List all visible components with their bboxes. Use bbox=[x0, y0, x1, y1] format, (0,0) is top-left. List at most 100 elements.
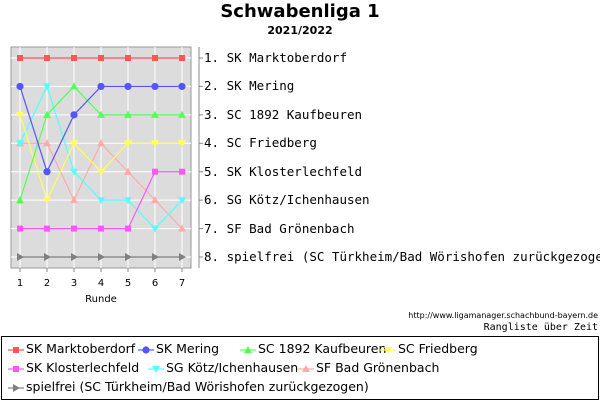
data-point bbox=[70, 140, 78, 148]
data-point bbox=[16, 196, 24, 204]
x-axis-label: Runde bbox=[85, 294, 117, 305]
legend-symbol-icon bbox=[8, 365, 24, 372]
data-point bbox=[70, 196, 78, 204]
data-point bbox=[179, 168, 185, 175]
data-point bbox=[70, 82, 78, 90]
data-point bbox=[151, 82, 159, 91]
legend-marker bbox=[13, 346, 19, 353]
data-point bbox=[178, 140, 186, 148]
data-point bbox=[151, 110, 159, 118]
ranking-label: 8. spielfrei (SC Türkheim/Bad Wörishofen… bbox=[204, 249, 600, 264]
legend-symbol-icon bbox=[148, 365, 164, 373]
data-point bbox=[124, 140, 132, 148]
data-point bbox=[98, 225, 104, 232]
legend-label: SC 1892 Kaufbeuren bbox=[258, 341, 387, 356]
legend-item: SK Mering bbox=[138, 342, 219, 356]
chart-caption: Rangliste über Zeit bbox=[483, 322, 598, 333]
data-point bbox=[98, 253, 105, 261]
data-point bbox=[97, 197, 105, 205]
data-point bbox=[178, 224, 186, 232]
data-point bbox=[17, 225, 23, 232]
legend-marker bbox=[13, 383, 20, 392]
x-tick-label: 1 bbox=[17, 278, 23, 289]
data-point bbox=[97, 139, 105, 147]
data-point bbox=[97, 82, 105, 91]
legend-label: SG Kötz/Ichenhausen bbox=[166, 360, 299, 375]
line-chart: 1 2 3 4 5 6 7 Runde bbox=[10, 46, 203, 305]
legend: SK Marktoberdorf SK Mering SC 1892 Kaufb… bbox=[1, 336, 599, 400]
data-point bbox=[125, 225, 131, 232]
ranking-label: 7. SF Bad Grönenbach bbox=[204, 220, 355, 236]
data-point bbox=[44, 55, 50, 61]
legend-label: spielfrei (SC Türkheim/Bad Wörishofen zu… bbox=[26, 379, 369, 394]
legend-label: SK Mering bbox=[156, 341, 220, 356]
legend-item: SF Bad Grönenbach bbox=[298, 361, 439, 375]
data-point bbox=[125, 55, 131, 61]
data-point bbox=[152, 55, 158, 61]
legend-item: SC Friedberg bbox=[380, 342, 478, 356]
legend-marker bbox=[13, 365, 19, 372]
ranking-label: 4. SC Friedberg bbox=[204, 135, 317, 151]
x-tick-label: 2 bbox=[44, 278, 50, 289]
data-point bbox=[44, 225, 50, 232]
chart-title: Schwabenliga 1 bbox=[220, 1, 380, 22]
legend-symbol-icon bbox=[138, 345, 154, 354]
legend-marker bbox=[152, 365, 160, 373]
data-point bbox=[43, 83, 51, 91]
legend-symbol-icon bbox=[8, 346, 24, 353]
data-point bbox=[70, 111, 78, 119]
ranking-label: 3. SC 1892 Kaufbeuren bbox=[204, 106, 363, 122]
data-point bbox=[16, 140, 24, 148]
data-point bbox=[124, 167, 132, 175]
data-point bbox=[178, 197, 186, 205]
source-url: http://www.ligamanager.schachbund-bayern… bbox=[408, 311, 598, 320]
x-tick-label: 7 bbox=[179, 278, 185, 289]
x-tick-label: 5 bbox=[125, 278, 131, 289]
data-point bbox=[179, 253, 186, 261]
legend-item: SG Kötz/Ichenhausen bbox=[148, 361, 298, 375]
data-point bbox=[43, 110, 51, 118]
data-point bbox=[71, 253, 78, 261]
data-point bbox=[178, 110, 186, 118]
data-point bbox=[43, 197, 51, 205]
chart-subtitle: 2021/2022 bbox=[267, 24, 333, 37]
data-point bbox=[43, 139, 51, 147]
legend-label: SK Klosterlechfeld bbox=[26, 360, 140, 375]
data-point bbox=[124, 110, 132, 118]
data-point bbox=[151, 140, 159, 148]
legend-item: SK Klosterlechfeld bbox=[8, 361, 139, 375]
legend-symbol-icon bbox=[240, 345, 256, 353]
x-tick-label: 6 bbox=[152, 278, 158, 289]
ranking-label: 6. SG Kötz/Ichenhausen bbox=[204, 192, 370, 208]
data-point bbox=[152, 168, 158, 175]
x-tick-label: 3 bbox=[71, 278, 77, 289]
data-point bbox=[151, 196, 159, 204]
legend-symbol-icon bbox=[298, 364, 314, 372]
data-point bbox=[17, 253, 24, 261]
data-point bbox=[124, 82, 132, 91]
data-point bbox=[97, 168, 105, 176]
legend-symbol-icon bbox=[380, 346, 396, 354]
ranking-label: 5. SK Klosterlechfeld bbox=[204, 163, 363, 179]
data-point bbox=[71, 225, 77, 232]
data-point bbox=[97, 110, 105, 118]
legend-item: SK Marktoberdorf bbox=[8, 342, 135, 356]
ranking-label: 2. SK Mering bbox=[204, 78, 295, 94]
legend-item: spielfrei (SC Türkheim/Bad Wörishofen zu… bbox=[8, 380, 369, 394]
data-point bbox=[70, 168, 78, 176]
data-point bbox=[16, 82, 24, 91]
data-point bbox=[152, 253, 159, 261]
data-point bbox=[124, 197, 132, 205]
x-tick-label: 4 bbox=[98, 278, 104, 289]
legend-label: SC Friedberg bbox=[398, 341, 478, 356]
data-point bbox=[98, 55, 104, 61]
data-point bbox=[151, 225, 159, 233]
legend-label: SF Bad Grönenbach bbox=[316, 360, 440, 375]
data-point bbox=[179, 55, 185, 61]
data-point bbox=[43, 168, 51, 176]
legend-marker bbox=[244, 345, 252, 353]
data-point bbox=[178, 82, 186, 91]
legend-symbol-icon bbox=[8, 383, 24, 392]
data-point bbox=[71, 55, 77, 61]
data-point bbox=[17, 55, 23, 61]
